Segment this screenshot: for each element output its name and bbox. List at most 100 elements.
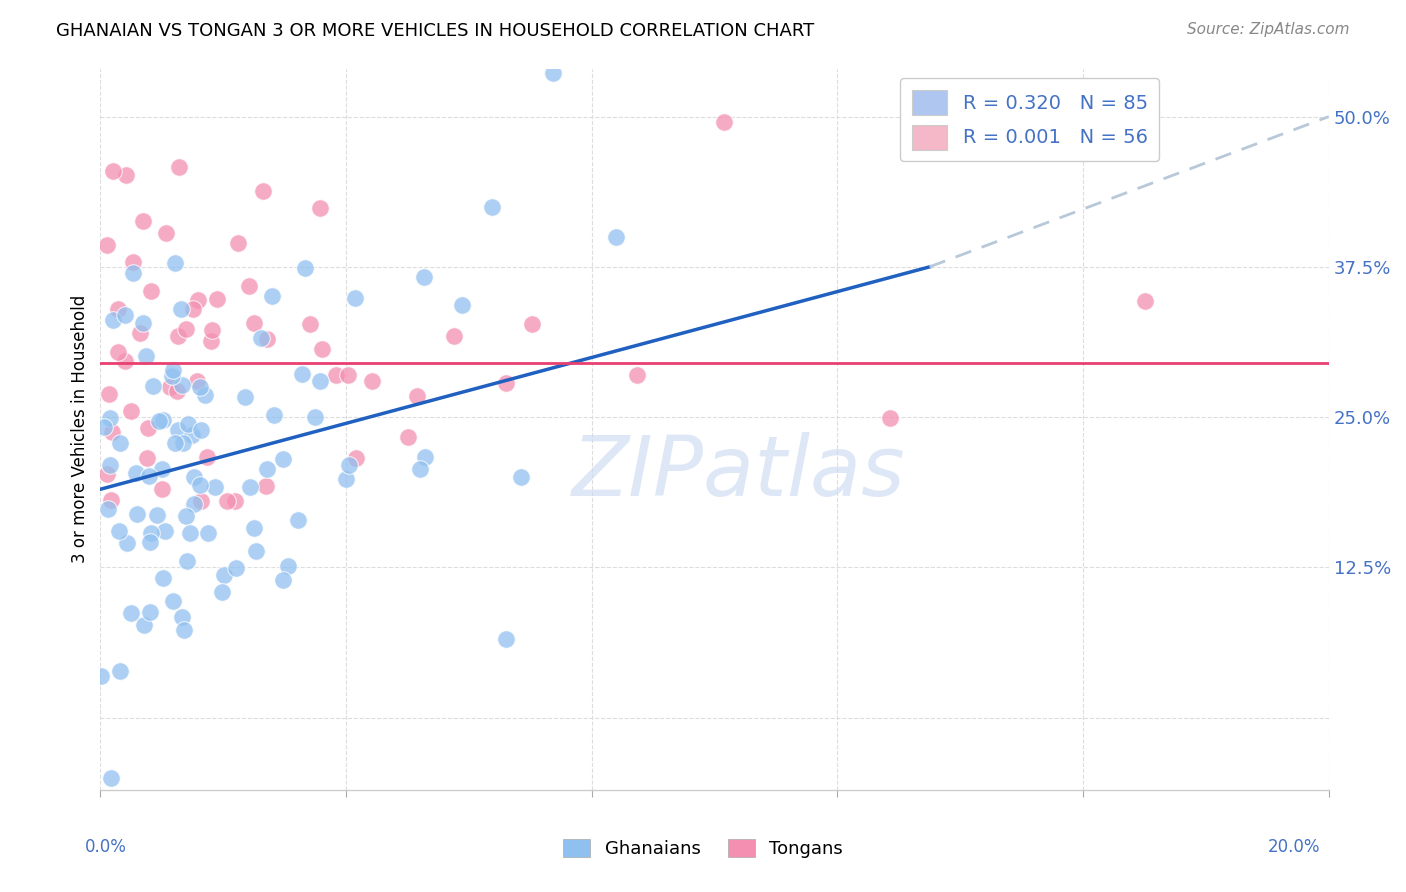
Point	[443, 328, 465, 343]
Point	[167, 160, 190, 174]
Point	[495, 376, 517, 391]
Point	[139, 606, 162, 620]
Point	[495, 632, 517, 646]
Point	[159, 379, 181, 393]
Point	[146, 508, 169, 522]
Point	[277, 559, 299, 574]
Point	[132, 214, 155, 228]
Point	[100, 771, 122, 785]
Point	[162, 369, 184, 384]
Point	[396, 429, 419, 443]
Point	[225, 560, 247, 574]
Point	[135, 350, 157, 364]
Point	[152, 413, 174, 427]
Point	[224, 494, 246, 508]
Point	[150, 461, 173, 475]
Point	[263, 408, 285, 422]
Point	[120, 404, 142, 418]
Point	[1133, 293, 1156, 308]
Point	[242, 316, 264, 330]
Point	[180, 427, 202, 442]
Point	[97, 501, 120, 516]
Point	[194, 388, 217, 402]
Point	[335, 472, 357, 486]
Point	[100, 492, 122, 507]
Point	[100, 411, 122, 425]
Point	[141, 285, 163, 299]
Y-axis label: 3 or more Vehicles in Household: 3 or more Vehicles in Household	[72, 295, 89, 563]
Point	[197, 525, 219, 540]
Point	[626, 368, 648, 383]
Point	[173, 623, 195, 637]
Point	[409, 462, 432, 476]
Point	[152, 571, 174, 585]
Point	[291, 368, 314, 382]
Point	[233, 391, 256, 405]
Point	[122, 254, 145, 268]
Point	[250, 331, 273, 345]
Point	[186, 374, 208, 388]
Point	[163, 256, 186, 270]
Point	[187, 293, 209, 307]
Text: 20.0%: 20.0%	[1267, 838, 1320, 856]
Point	[879, 410, 901, 425]
Point	[93, 420, 115, 434]
Point	[190, 494, 212, 508]
Point	[481, 200, 503, 214]
Point	[214, 568, 236, 582]
Point	[361, 374, 384, 388]
Point	[308, 201, 330, 215]
Point	[311, 342, 333, 356]
Point	[509, 470, 531, 484]
Point	[114, 353, 136, 368]
Point	[256, 332, 278, 346]
Point	[337, 368, 360, 382]
Point	[413, 269, 436, 284]
Legend: Ghanaians, Tongans: Ghanaians, Tongans	[555, 831, 851, 865]
Point	[101, 425, 124, 440]
Point	[226, 236, 249, 251]
Point	[337, 458, 360, 472]
Point	[98, 387, 121, 401]
Point	[98, 458, 121, 472]
Point	[120, 606, 142, 620]
Point	[271, 452, 294, 467]
Point	[96, 237, 118, 252]
Point	[190, 423, 212, 437]
Point	[204, 480, 226, 494]
Point	[254, 479, 277, 493]
Point	[179, 526, 201, 541]
Point	[167, 329, 190, 343]
Point	[110, 664, 132, 678]
Point	[207, 292, 229, 306]
Point	[131, 316, 153, 330]
Point	[166, 384, 188, 398]
Point	[260, 289, 283, 303]
Point	[170, 378, 193, 392]
Point	[153, 524, 176, 538]
Point	[413, 450, 436, 464]
Point	[183, 469, 205, 483]
Point	[217, 494, 239, 508]
Point	[148, 414, 170, 428]
Point	[451, 298, 474, 312]
Point	[190, 380, 212, 394]
Point	[165, 436, 187, 450]
Point	[239, 480, 262, 494]
Point	[107, 301, 129, 316]
Point	[172, 436, 194, 450]
Point	[245, 544, 267, 558]
Point	[170, 610, 193, 624]
Point	[107, 345, 129, 359]
Point	[101, 164, 124, 178]
Point	[520, 317, 543, 331]
Point	[103, 313, 125, 327]
Point	[108, 436, 131, 450]
Point	[200, 334, 222, 348]
Point	[294, 261, 316, 276]
Point	[188, 478, 211, 492]
Point	[201, 322, 224, 336]
Point	[238, 279, 260, 293]
Point	[155, 226, 177, 240]
Point	[121, 266, 143, 280]
